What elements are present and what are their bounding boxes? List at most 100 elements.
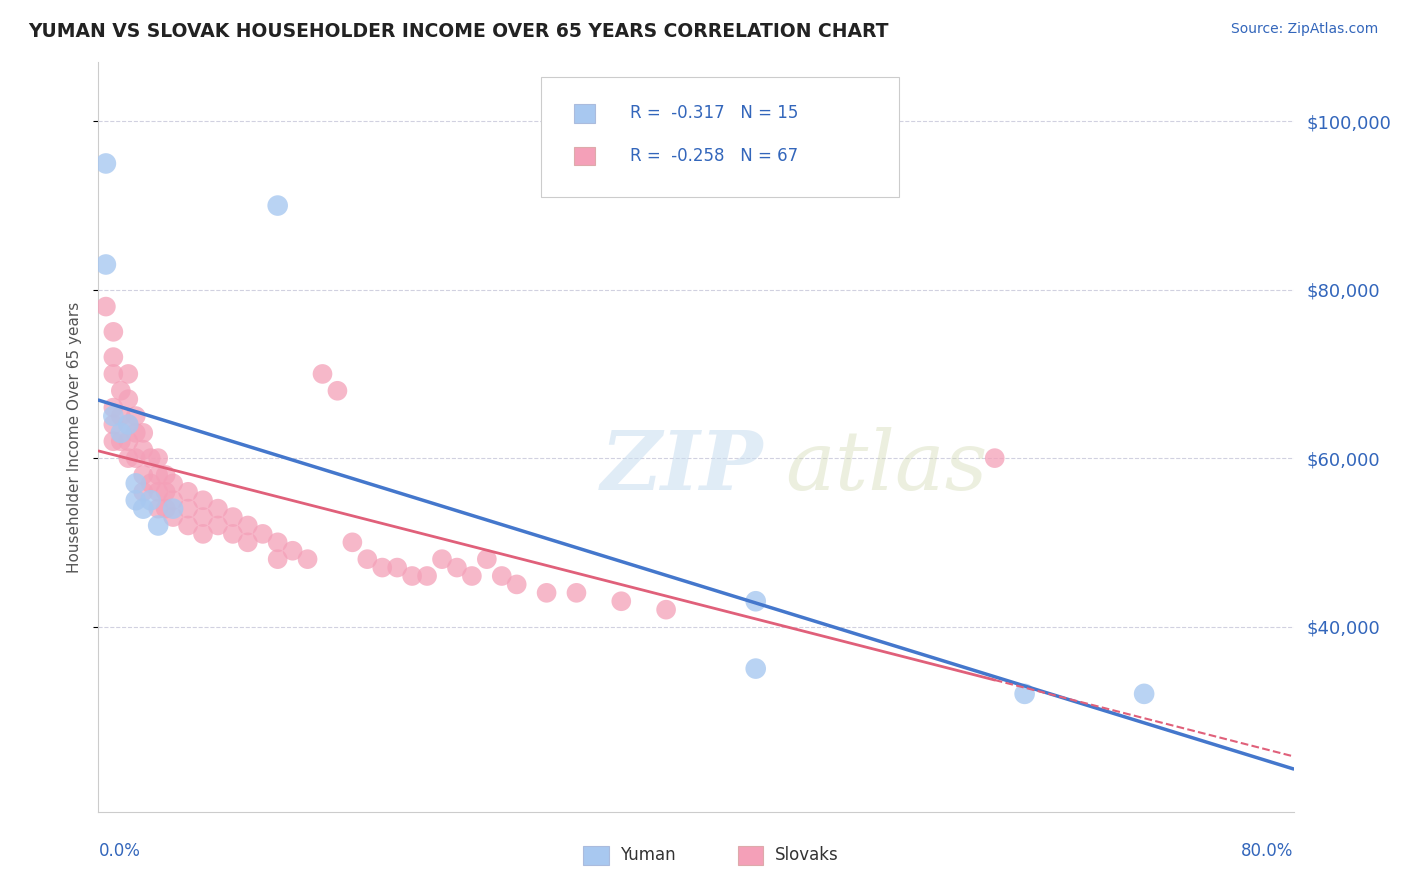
- Point: [125, 493, 148, 508]
- Bar: [574, 104, 595, 123]
- Point: [1133, 687, 1156, 701]
- Point: [117, 392, 139, 407]
- Point: [110, 384, 132, 398]
- Point: [430, 552, 453, 566]
- Point: [207, 518, 229, 533]
- Point: [132, 501, 155, 516]
- Point: [491, 569, 513, 583]
- Point: [191, 510, 214, 524]
- Point: [148, 518, 170, 533]
- Point: [281, 543, 304, 558]
- Point: [222, 510, 245, 524]
- Point: [132, 425, 155, 440]
- Point: [177, 501, 200, 516]
- Point: [155, 484, 177, 499]
- Text: R =  -0.317   N = 15: R = -0.317 N = 15: [630, 104, 799, 122]
- Point: [416, 569, 439, 583]
- Point: [125, 476, 148, 491]
- Text: 80.0%: 80.0%: [1241, 842, 1294, 860]
- Point: [148, 451, 170, 466]
- Point: [155, 501, 177, 516]
- Point: [342, 535, 364, 549]
- Point: [94, 258, 117, 272]
- Point: [177, 518, 200, 533]
- Point: [267, 552, 290, 566]
- Y-axis label: Householder Income Over 65 years: Householder Income Over 65 years: [67, 301, 83, 573]
- Text: ZIP: ZIP: [600, 427, 763, 507]
- Point: [475, 552, 498, 566]
- Text: 0.0%: 0.0%: [98, 842, 141, 860]
- Point: [207, 501, 229, 516]
- Point: [117, 451, 139, 466]
- Point: [371, 560, 394, 574]
- Point: [117, 434, 139, 449]
- Point: [125, 409, 148, 423]
- Point: [311, 367, 333, 381]
- Point: [1014, 687, 1036, 701]
- Point: [103, 401, 125, 415]
- Point: [252, 527, 274, 541]
- Point: [655, 602, 678, 616]
- Point: [745, 594, 768, 608]
- Point: [236, 535, 259, 549]
- Point: [132, 484, 155, 499]
- Point: [125, 425, 148, 440]
- Point: [139, 476, 162, 491]
- Point: [267, 198, 290, 212]
- Point: [222, 527, 245, 541]
- Point: [177, 484, 200, 499]
- Point: [506, 577, 529, 591]
- Point: [565, 586, 588, 600]
- Point: [191, 527, 214, 541]
- Point: [94, 156, 117, 170]
- Point: [162, 493, 184, 508]
- Point: [103, 409, 125, 423]
- Point: [139, 451, 162, 466]
- Point: [139, 493, 162, 508]
- Point: [103, 350, 125, 364]
- Text: atlas: atlas: [786, 427, 988, 507]
- Point: [385, 560, 409, 574]
- Point: [191, 493, 214, 508]
- Text: R =  -0.258   N = 67: R = -0.258 N = 67: [630, 147, 799, 165]
- Bar: [574, 146, 595, 165]
- Point: [155, 467, 177, 482]
- Point: [117, 367, 139, 381]
- Point: [267, 535, 290, 549]
- Point: [745, 662, 768, 676]
- Text: Slovaks: Slovaks: [775, 847, 838, 864]
- Point: [236, 518, 259, 533]
- Point: [326, 384, 349, 398]
- Text: Yuman: Yuman: [620, 847, 676, 864]
- Text: Source: ZipAtlas.com: Source: ZipAtlas.com: [1230, 22, 1378, 37]
- Point: [148, 501, 170, 516]
- Point: [984, 451, 1007, 466]
- Point: [162, 476, 184, 491]
- Point: [132, 467, 155, 482]
- Point: [148, 467, 170, 482]
- Point: [132, 442, 155, 457]
- Point: [103, 367, 125, 381]
- Point: [356, 552, 378, 566]
- Point: [401, 569, 423, 583]
- Point: [117, 417, 139, 432]
- Point: [125, 451, 148, 466]
- Point: [103, 325, 125, 339]
- Point: [103, 434, 125, 449]
- Point: [536, 586, 558, 600]
- Point: [117, 417, 139, 432]
- Point: [110, 434, 132, 449]
- Point: [110, 409, 132, 423]
- Point: [94, 300, 117, 314]
- Point: [162, 510, 184, 524]
- Point: [162, 501, 184, 516]
- Point: [297, 552, 319, 566]
- Point: [446, 560, 468, 574]
- Point: [461, 569, 484, 583]
- Point: [610, 594, 633, 608]
- FancyBboxPatch shape: [541, 78, 900, 197]
- Text: YUMAN VS SLOVAK HOUSEHOLDER INCOME OVER 65 YEARS CORRELATION CHART: YUMAN VS SLOVAK HOUSEHOLDER INCOME OVER …: [28, 22, 889, 41]
- Point: [110, 425, 132, 440]
- Point: [103, 417, 125, 432]
- Point: [148, 484, 170, 499]
